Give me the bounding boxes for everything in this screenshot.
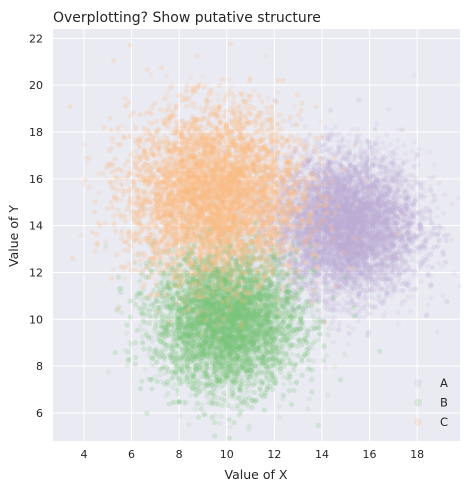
point bbox=[371, 296, 376, 301]
point bbox=[430, 176, 435, 181]
point bbox=[323, 125, 328, 130]
point bbox=[346, 143, 351, 148]
point bbox=[419, 279, 424, 284]
point bbox=[408, 308, 413, 313]
point bbox=[440, 293, 445, 298]
point bbox=[373, 126, 378, 131]
point bbox=[323, 364, 328, 369]
point bbox=[457, 284, 462, 289]
point bbox=[456, 195, 461, 200]
point bbox=[428, 296, 433, 301]
point bbox=[299, 117, 304, 122]
point bbox=[345, 309, 350, 314]
point bbox=[410, 294, 415, 299]
point bbox=[374, 121, 379, 126]
point bbox=[380, 140, 385, 145]
point bbox=[346, 139, 351, 144]
chart-title: Overplotting? Show putative structure bbox=[53, 10, 321, 26]
point bbox=[416, 162, 421, 167]
point bbox=[409, 149, 414, 154]
point bbox=[333, 124, 338, 129]
point bbox=[435, 206, 440, 211]
point bbox=[397, 156, 402, 161]
point bbox=[386, 107, 391, 112]
point bbox=[381, 314, 386, 319]
point bbox=[427, 149, 432, 154]
point bbox=[403, 151, 408, 156]
point bbox=[449, 237, 454, 242]
point bbox=[350, 127, 355, 132]
point bbox=[382, 145, 387, 150]
point bbox=[437, 181, 442, 186]
point bbox=[339, 309, 344, 314]
point bbox=[405, 294, 410, 299]
point bbox=[384, 132, 389, 137]
point bbox=[355, 127, 360, 132]
point bbox=[410, 274, 415, 279]
point bbox=[328, 107, 333, 112]
point bbox=[406, 158, 411, 163]
point bbox=[331, 340, 336, 345]
point bbox=[425, 264, 430, 269]
point bbox=[401, 143, 406, 148]
point bbox=[347, 132, 352, 137]
point bbox=[450, 202, 455, 207]
point bbox=[350, 326, 355, 331]
point bbox=[303, 124, 308, 129]
point bbox=[346, 342, 351, 347]
point bbox=[435, 329, 440, 334]
point bbox=[401, 160, 406, 165]
point bbox=[432, 162, 437, 167]
